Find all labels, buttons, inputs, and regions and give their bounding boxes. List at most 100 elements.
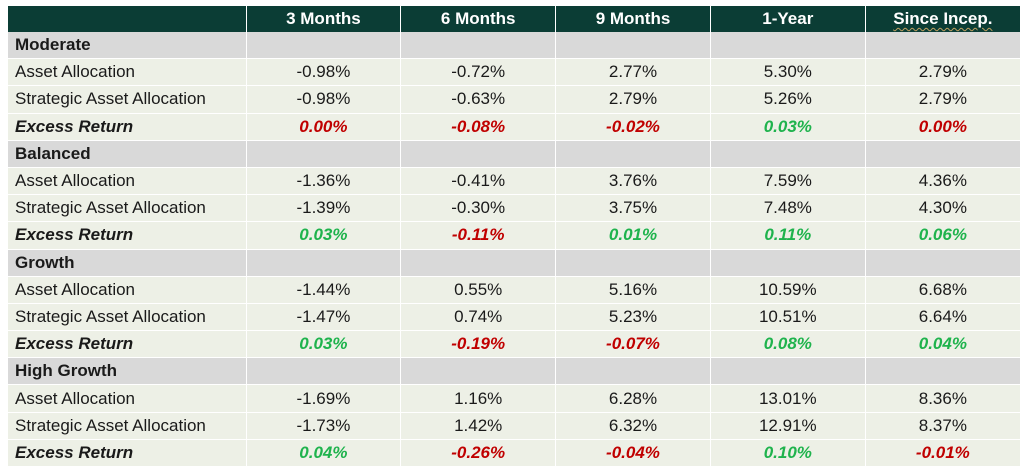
value-cell: -0.98% — [246, 85, 402, 114]
section-filler-cell — [710, 249, 866, 277]
row-label: Asset Allocation — [8, 276, 247, 304]
header-since-inception: Since Incep. — [865, 6, 1020, 32]
section-filler-cell — [865, 357, 1020, 386]
returns-table: 3 Months 6 Months 9 Months 1-Year Since … — [8, 6, 1020, 467]
section-filler-cell — [710, 357, 866, 386]
section-filler-cell — [555, 32, 711, 60]
header-1-year: 1-Year — [710, 6, 866, 32]
value-cell: -1.39% — [246, 194, 402, 223]
returns-table-container: 3 Months 6 Months 9 Months 1-Year Since … — [8, 6, 1020, 467]
excess-return-row: Excess Return 0.04% -0.26% -0.04% 0.10% -0.01… — [8, 439, 1020, 467]
section-filler-cell — [400, 140, 557, 168]
excess-value-cell: -0.26% — [400, 439, 557, 467]
section-filler-cell — [400, 357, 557, 386]
excess-value-cell: -0.11% — [400, 221, 557, 250]
value-cell: -1.36% — [246, 167, 402, 196]
section-filler-cell — [246, 140, 402, 168]
excess-value-cell: 0.03% — [246, 330, 402, 359]
excess-value-cell: -0.07% — [555, 330, 711, 359]
excess-return-label: Excess Return — [8, 439, 247, 467]
section-filler-cell — [710, 140, 866, 168]
row-label: Strategic Asset Allocation — [8, 194, 247, 223]
table-row: Asset Allocation -1.69% 1.16% 6.28% 13.01% 8.… — [8, 384, 1020, 413]
value-cell: -0.63% — [400, 85, 557, 114]
section-row: Balanced — [8, 140, 1020, 168]
excess-value-cell: 0.00% — [246, 113, 402, 141]
value-cell: 2.79% — [865, 85, 1020, 114]
value-cell: 10.59% — [710, 276, 866, 304]
value-cell: 0.74% — [400, 303, 557, 332]
excess-return-label: Excess Return — [8, 113, 247, 141]
excess-return-label: Excess Return — [8, 221, 247, 250]
excess-return-row: Excess Return 0.03% -0.11% 0.01% 0.11% 0.06% — [8, 221, 1020, 250]
section-filler-cell — [555, 357, 711, 386]
value-cell: 5.30% — [710, 58, 866, 87]
header-9-months: 9 Months — [555, 6, 711, 32]
value-cell: 1.42% — [400, 412, 557, 440]
value-cell: -0.72% — [400, 58, 557, 87]
table-row: Asset Allocation -1.36% -0.41% 3.76% 7.59% 4.… — [8, 167, 1020, 196]
table-body: Moderate Asset Allocation -0.98% -0.72% 2.77… — [8, 32, 1020, 467]
excess-value-cell: -0.02% — [555, 113, 711, 141]
section-row: High Growth — [8, 357, 1020, 386]
section-filler-cell — [246, 249, 402, 277]
value-cell: 6.64% — [865, 303, 1020, 332]
row-label: Strategic Asset Allocation — [8, 412, 247, 440]
excess-return-row: Excess Return 0.00% -0.08% -0.02% 0.03% 0.00% — [8, 113, 1020, 141]
value-cell: 4.36% — [865, 167, 1020, 196]
excess-return-row: Excess Return 0.03% -0.19% -0.07% 0.08% 0.04% — [8, 330, 1020, 359]
excess-value-cell: 0.04% — [865, 330, 1020, 359]
excess-value-cell: -0.19% — [400, 330, 557, 359]
section-title: Moderate — [8, 32, 247, 60]
value-cell: 7.48% — [710, 194, 866, 223]
excess-value-cell: -0.04% — [555, 439, 711, 467]
row-label: Asset Allocation — [8, 58, 247, 87]
value-cell: -0.30% — [400, 194, 557, 223]
value-cell: 13.01% — [710, 384, 866, 413]
value-cell: 8.36% — [865, 384, 1020, 413]
table-row: Asset Allocation -1.44% 0.55% 5.16% 10.59% 6.… — [8, 276, 1020, 304]
value-cell: 3.76% — [555, 167, 711, 196]
section-filler-cell — [710, 32, 866, 60]
table-header: 3 Months 6 Months 9 Months 1-Year Since … — [8, 6, 1020, 32]
excess-value-cell: 0.06% — [865, 221, 1020, 250]
section-filler-cell — [246, 357, 402, 386]
section-filler-cell — [865, 140, 1020, 168]
value-cell: 7.59% — [710, 167, 866, 196]
value-cell: 3.75% — [555, 194, 711, 223]
value-cell: 2.77% — [555, 58, 711, 87]
section-filler-cell — [555, 249, 711, 277]
table-row: Strategic Asset Allocation -0.98% -0.63% 2.… — [8, 85, 1020, 114]
row-label: Strategic Asset Allocation — [8, 303, 247, 332]
excess-value-cell: 0.03% — [710, 113, 866, 141]
value-cell: 5.16% — [555, 276, 711, 304]
value-cell: -1.69% — [246, 384, 402, 413]
section-title: High Growth — [8, 357, 247, 386]
section-title: Growth — [8, 249, 247, 277]
value-cell: 5.26% — [710, 85, 866, 114]
value-cell: -1.73% — [246, 412, 402, 440]
table-row: Asset Allocation -0.98% -0.72% 2.77% 5.30% 2.… — [8, 58, 1020, 87]
value-cell: 0.55% — [400, 276, 557, 304]
row-label: Strategic Asset Allocation — [8, 85, 247, 114]
value-cell: 2.79% — [555, 85, 711, 114]
value-cell: 8.37% — [865, 412, 1020, 440]
row-label: Asset Allocation — [8, 384, 247, 413]
value-cell: -0.98% — [246, 58, 402, 87]
value-cell: 10.51% — [710, 303, 866, 332]
value-cell: -1.47% — [246, 303, 402, 332]
section-row: Moderate — [8, 32, 1020, 60]
excess-value-cell: 0.03% — [246, 221, 402, 250]
value-cell: 6.28% — [555, 384, 711, 413]
excess-value-cell: 0.01% — [555, 221, 711, 250]
section-filler-cell — [246, 32, 402, 60]
value-cell: 1.16% — [400, 384, 557, 413]
section-filler-cell — [865, 249, 1020, 277]
header-since-inception-label: Since Incep. — [893, 9, 993, 28]
value-cell: -1.44% — [246, 276, 402, 304]
header-6-months: 6 Months — [400, 6, 557, 32]
value-cell: 6.68% — [865, 276, 1020, 304]
section-row: Growth — [8, 249, 1020, 277]
table-row: Strategic Asset Allocation -1.39% -0.30% 3.… — [8, 194, 1020, 223]
section-filler-cell — [400, 32, 557, 60]
